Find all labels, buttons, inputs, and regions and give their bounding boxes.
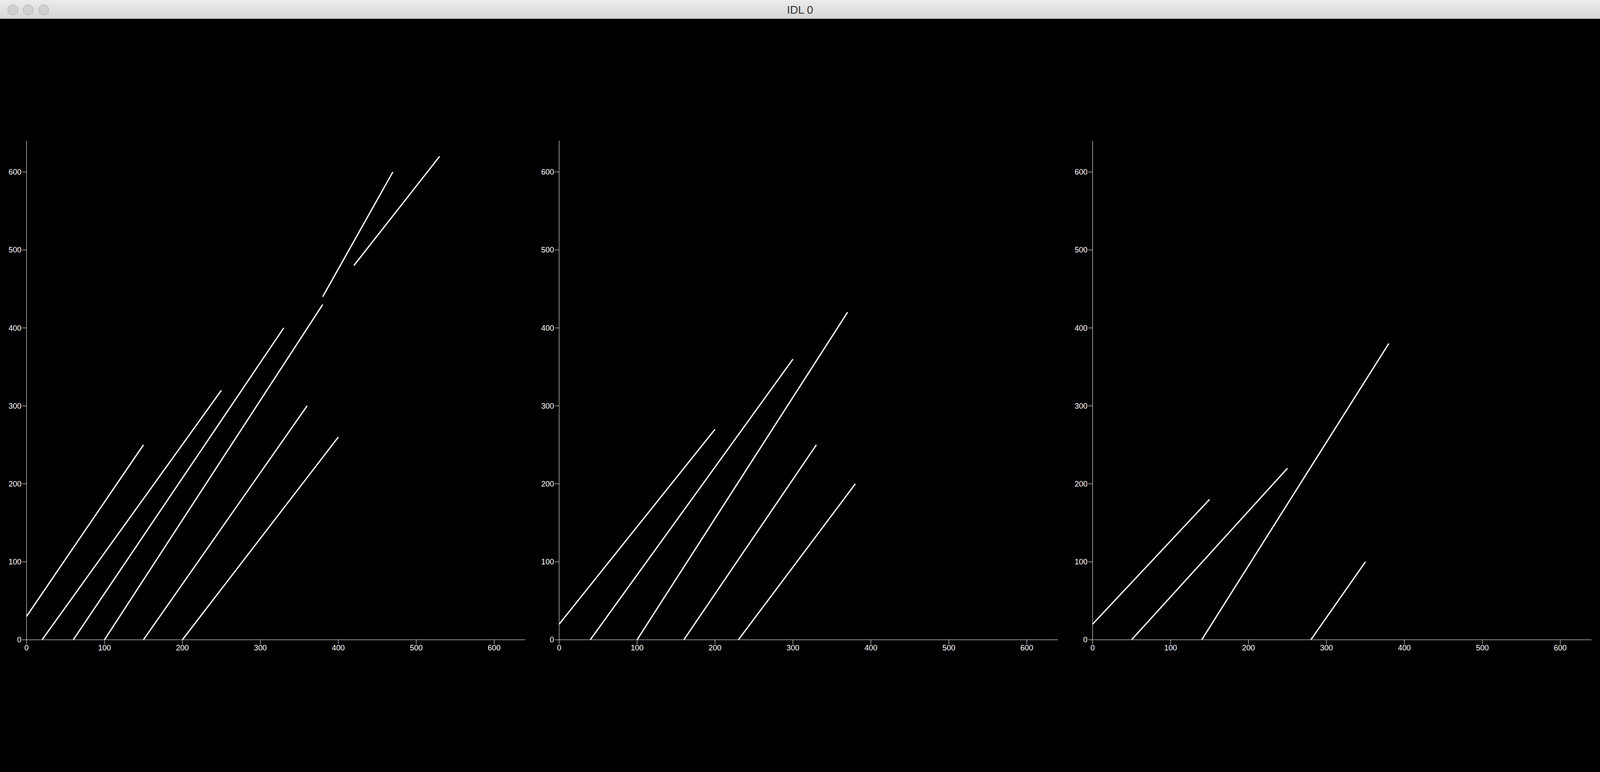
svg-text:400: 400 bbox=[864, 643, 878, 652]
svg-text:100: 100 bbox=[97, 643, 111, 652]
svg-text:0: 0 bbox=[1090, 643, 1095, 652]
svg-text:400: 400 bbox=[331, 643, 345, 652]
svg-text:100: 100 bbox=[8, 557, 22, 566]
svg-text:200: 200 bbox=[1241, 643, 1255, 652]
svg-text:300: 300 bbox=[8, 401, 22, 411]
svg-text:0: 0 bbox=[24, 643, 29, 652]
svg-text:100: 100 bbox=[1164, 643, 1177, 652]
svg-text:300: 300 bbox=[1074, 401, 1088, 411]
svg-text:400: 400 bbox=[1398, 643, 1411, 652]
svg-text:600: 600 bbox=[1553, 643, 1567, 652]
svg-text:400: 400 bbox=[541, 323, 555, 333]
svg-text:500: 500 bbox=[942, 643, 956, 652]
svg-text:500: 500 bbox=[8, 245, 22, 255]
svg-text:500: 500 bbox=[409, 643, 423, 652]
svg-text:300: 300 bbox=[1320, 643, 1334, 652]
svg-text:300: 300 bbox=[254, 643, 267, 652]
svg-text:600: 600 bbox=[541, 167, 555, 177]
svg-text:600: 600 bbox=[1020, 643, 1034, 652]
svg-text:600: 600 bbox=[8, 167, 22, 177]
svg-text:200: 200 bbox=[8, 479, 22, 489]
svg-text:100: 100 bbox=[541, 557, 555, 566]
svg-text:500: 500 bbox=[541, 245, 555, 255]
svg-text:400: 400 bbox=[1074, 323, 1088, 333]
svg-text:600: 600 bbox=[487, 643, 501, 652]
svg-text:400: 400 bbox=[8, 323, 22, 333]
svg-text:200: 200 bbox=[175, 643, 189, 652]
svg-text:0: 0 bbox=[1083, 635, 1088, 644]
svg-text:0: 0 bbox=[549, 635, 555, 644]
svg-text:100: 100 bbox=[1074, 557, 1088, 566]
svg-text:300: 300 bbox=[541, 401, 555, 411]
svg-text:300: 300 bbox=[786, 643, 800, 652]
svg-text:0: 0 bbox=[557, 643, 562, 652]
svg-text:200: 200 bbox=[541, 479, 555, 489]
svg-text:0: 0 bbox=[17, 635, 22, 644]
svg-text:100: 100 bbox=[630, 643, 644, 652]
svg-text:600: 600 bbox=[1074, 167, 1088, 177]
svg-text:500: 500 bbox=[1074, 245, 1088, 255]
svg-text:500: 500 bbox=[1475, 643, 1489, 652]
html-text:IDL 0: IDL 0 bbox=[786, 3, 814, 17]
svg-text:200: 200 bbox=[1074, 479, 1088, 489]
svg-text:200: 200 bbox=[708, 643, 722, 652]
